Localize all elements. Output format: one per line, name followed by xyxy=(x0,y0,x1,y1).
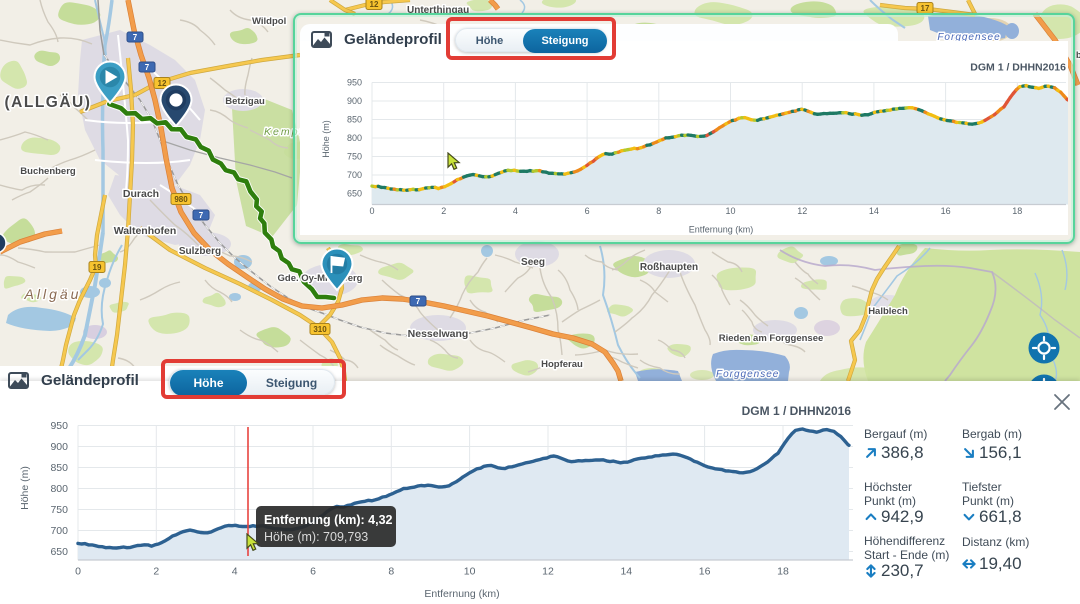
svg-text:650: 650 xyxy=(50,546,68,558)
svg-text:Seeg: Seeg xyxy=(521,257,545,268)
svg-text:8: 8 xyxy=(656,206,661,216)
svg-text:12: 12 xyxy=(542,566,554,578)
svg-text:12: 12 xyxy=(797,206,807,216)
svg-text:17: 17 xyxy=(921,4,930,13)
svg-text:950: 950 xyxy=(50,420,68,432)
svg-text:Nesselwang: Nesselwang xyxy=(408,328,469,340)
svg-text:Durach: Durach xyxy=(123,188,159,200)
svg-text:2: 2 xyxy=(441,206,446,216)
svg-text:Halblech: Halblech xyxy=(868,306,908,317)
svg-text:0: 0 xyxy=(75,566,81,578)
svg-text:12: 12 xyxy=(370,0,379,9)
svg-text:Buchenberg: Buchenberg xyxy=(20,166,76,177)
svg-text:Rieden am Forggensee: Rieden am Forggensee xyxy=(719,333,824,344)
svg-text:7: 7 xyxy=(133,33,138,42)
svg-text:7: 7 xyxy=(145,63,150,72)
svg-text:Forggensee: Forggensee xyxy=(716,369,779,380)
svg-text:Waltenhofen: Waltenhofen xyxy=(114,225,177,237)
svg-text:700: 700 xyxy=(347,170,362,180)
svg-text:Hopferau: Hopferau xyxy=(541,359,583,370)
svg-text:7: 7 xyxy=(199,211,204,220)
svg-text:950: 950 xyxy=(347,78,362,88)
svg-text:Höhe (m): Höhe (m) xyxy=(19,466,31,510)
svg-text:10: 10 xyxy=(725,206,735,216)
svg-text:310: 310 xyxy=(313,325,327,334)
svg-text:16: 16 xyxy=(941,206,951,216)
svg-text:Betzigau: Betzigau xyxy=(225,96,265,107)
svg-text:6: 6 xyxy=(585,206,590,216)
svg-text:Roßhaupten: Roßhaupten xyxy=(640,262,698,273)
svg-text:b: b xyxy=(1076,50,1080,60)
svg-text:850: 850 xyxy=(347,115,362,125)
svg-text:Entfernung (km): Entfernung (km) xyxy=(689,225,754,235)
svg-text:DGM 1 / DHHN2016: DGM 1 / DHHN2016 xyxy=(742,404,852,418)
svg-text:750: 750 xyxy=(50,504,68,516)
svg-text:DGM 1 / DHHN2016: DGM 1 / DHHN2016 xyxy=(970,62,1066,74)
svg-text:N (ALLGÄU): N (ALLGÄU) xyxy=(0,94,91,111)
svg-text:19: 19 xyxy=(93,263,102,272)
svg-text:650: 650 xyxy=(347,189,362,199)
svg-text:10: 10 xyxy=(464,566,476,578)
svg-text:900: 900 xyxy=(50,441,68,453)
svg-text:12: 12 xyxy=(158,79,167,88)
svg-text:7: 7 xyxy=(416,297,421,306)
svg-text:16: 16 xyxy=(699,566,711,578)
svg-text:4: 4 xyxy=(232,566,238,578)
svg-text:Gde. Oy-Mittelberg: Gde. Oy-Mittelberg xyxy=(278,273,363,284)
svg-text:4: 4 xyxy=(513,206,518,216)
svg-text:800: 800 xyxy=(347,133,362,143)
svg-text:18: 18 xyxy=(777,566,789,578)
svg-text:700: 700 xyxy=(50,525,68,537)
svg-text:8: 8 xyxy=(388,566,394,578)
svg-text:18: 18 xyxy=(1012,206,1022,216)
svg-text:Höhe (m): Höhe (m) xyxy=(321,120,331,158)
svg-text:14: 14 xyxy=(620,566,632,578)
svg-text:Allgäu: Allgäu xyxy=(24,286,82,302)
svg-text:Wildpol: Wildpol xyxy=(252,16,286,27)
svg-text:Sulzberg: Sulzberg xyxy=(179,246,221,257)
svg-text:750: 750 xyxy=(347,152,362,162)
svg-text:6: 6 xyxy=(310,566,316,578)
svg-text:14: 14 xyxy=(869,206,879,216)
svg-text:Entfernung (km): Entfernung (km) xyxy=(424,588,499,600)
svg-text:850: 850 xyxy=(50,462,68,474)
svg-text:800: 800 xyxy=(50,483,68,495)
svg-text:980: 980 xyxy=(174,195,188,204)
svg-text:0: 0 xyxy=(369,206,374,216)
svg-text:2: 2 xyxy=(153,566,159,578)
svg-text:900: 900 xyxy=(347,96,362,106)
